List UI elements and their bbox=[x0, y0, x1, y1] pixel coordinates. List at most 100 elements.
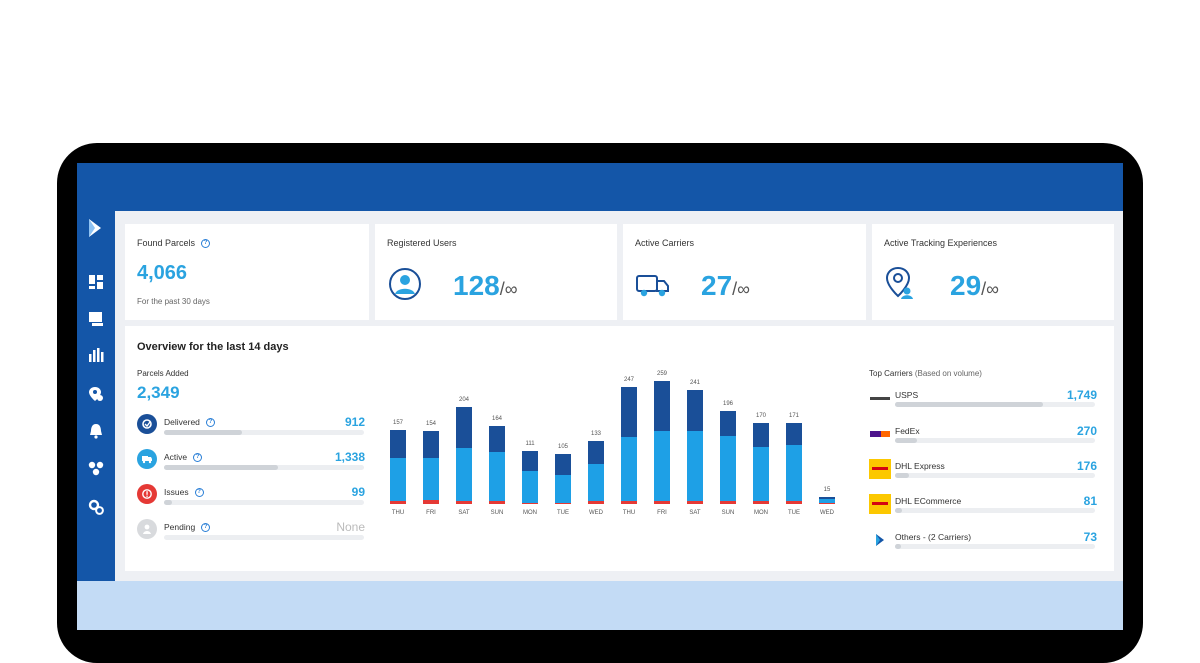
sidebar bbox=[77, 211, 115, 630]
carrier-bar bbox=[895, 438, 1095, 443]
active-bar-fill bbox=[164, 465, 278, 470]
active-carriers-card: Active Carriers 27 /∞ bbox=[623, 224, 866, 320]
help-icon[interactable]: ? bbox=[201, 522, 211, 532]
chart-total-label: 105 bbox=[557, 444, 568, 451]
chart-bar-segment bbox=[423, 500, 439, 504]
settings-icon[interactable] bbox=[84, 496, 108, 518]
chart-bar-segment bbox=[555, 502, 571, 504]
chart-bar-segment bbox=[423, 430, 439, 459]
issues-label: Issues bbox=[164, 487, 189, 497]
parcels-added-label: Parcels Added bbox=[137, 369, 189, 378]
carrier-bar-fill bbox=[895, 473, 909, 478]
carrier-name: DHL ECommerce bbox=[895, 496, 962, 506]
delivered-label-group: Delivered ? bbox=[164, 417, 215, 427]
chart-day-label: THU bbox=[391, 510, 405, 516]
chart-total-label: 157 bbox=[392, 419, 403, 426]
delivered-bar bbox=[164, 430, 364, 435]
bell-icon[interactable] bbox=[84, 420, 108, 442]
tracking-experiences-title: Active Tracking Experiences bbox=[884, 238, 998, 248]
carrier-bar-fill bbox=[895, 508, 902, 513]
top-carriers-title: Top Carriers bbox=[869, 369, 913, 378]
pending-icon bbox=[137, 519, 157, 539]
chart-total-label: 241 bbox=[689, 379, 700, 386]
carrier-row-dhl-ecommerce[interactable]: DHL ECommerce 81 bbox=[869, 494, 1097, 524]
chart-bar-segment bbox=[489, 452, 505, 501]
top-carriers-title-group: Top Carriers (Based on volume) bbox=[869, 369, 982, 378]
dhl-logo-icon bbox=[869, 494, 891, 514]
chart-bar-segment bbox=[819, 496, 835, 499]
registered-users-card: Registered Users 128 /∞ bbox=[375, 224, 617, 320]
carrier-value: 270 bbox=[1076, 424, 1097, 438]
chart-bar-segment bbox=[654, 500, 670, 504]
chart-bar-segment bbox=[555, 454, 571, 476]
help-icon[interactable]: ? bbox=[205, 417, 215, 427]
chart-bar-segment bbox=[753, 500, 769, 504]
analytics-icon[interactable] bbox=[84, 344, 108, 366]
chart-day-label: THU bbox=[622, 510, 636, 516]
pending-label: Pending bbox=[164, 522, 196, 532]
chart-bar-segment bbox=[621, 436, 637, 501]
delivered-icon bbox=[137, 414, 157, 434]
delivered-bar-fill bbox=[164, 430, 242, 435]
chart-day-label: TUE bbox=[788, 510, 800, 516]
carrier-value: 81 bbox=[1083, 494, 1097, 508]
carrier-bar bbox=[895, 544, 1095, 549]
integrations-icon[interactable] bbox=[84, 457, 108, 479]
carrier-name: Others - (2 Carriers) bbox=[895, 532, 972, 542]
issues-label-group: Issues ? bbox=[164, 487, 204, 497]
chart-day-label: MON bbox=[754, 510, 768, 516]
chart-day-label: SAT bbox=[458, 510, 470, 516]
help-icon[interactable]: ? bbox=[194, 487, 204, 497]
carrier-value: 176 bbox=[1076, 459, 1097, 473]
chart-bar-segment bbox=[753, 447, 769, 501]
carrier-row-fedex[interactable]: FedEx 270 bbox=[869, 424, 1097, 454]
status-row-delivered[interactable]: Delivered ? 912 bbox=[137, 414, 365, 444]
chart-bar-segment bbox=[621, 386, 637, 437]
dashboard-icon[interactable] bbox=[84, 271, 108, 293]
logo-icon[interactable] bbox=[87, 217, 103, 244]
location-icon[interactable] bbox=[84, 383, 108, 405]
chart-bar-segment bbox=[786, 422, 802, 445]
chart-bar-segment bbox=[522, 503, 538, 504]
carrier-bar bbox=[895, 473, 1095, 478]
chart-total-label: 196 bbox=[722, 401, 733, 408]
chart-bar-segment bbox=[720, 411, 736, 436]
carrier-bar bbox=[895, 508, 1095, 513]
tracking-experiences-metric: 29 /∞ bbox=[950, 270, 999, 302]
chart-bar-segment bbox=[555, 475, 571, 503]
overview-panel: Overview for the last 14 days Parcels Ad… bbox=[125, 326, 1114, 571]
pending-label-group: Pending ? bbox=[164, 522, 211, 532]
chart-total-label: 204 bbox=[458, 397, 469, 404]
fedex-logo-icon bbox=[869, 424, 891, 444]
status-row-pending[interactable]: Pending ? None bbox=[137, 519, 365, 549]
parcels-added-value: 2,349 bbox=[137, 383, 180, 402]
chart-total-label: 171 bbox=[788, 412, 799, 419]
pending-value: None bbox=[336, 520, 365, 534]
parcels-icon[interactable] bbox=[84, 308, 108, 330]
registered-users-title: Registered Users bbox=[387, 238, 457, 248]
found-parcels-value: 4,066 bbox=[137, 262, 188, 284]
registered-users-limit: /∞ bbox=[499, 279, 518, 299]
chart-bar-segment bbox=[786, 500, 802, 504]
carrier-row-dhl-express[interactable]: DHL Express 176 bbox=[869, 459, 1097, 489]
carrier-value: 73 bbox=[1083, 530, 1097, 544]
status-row-active[interactable]: Active ? 1,338 bbox=[137, 449, 365, 479]
chart-bar-segment bbox=[786, 444, 802, 501]
help-icon[interactable]: ? bbox=[201, 238, 211, 248]
chart-day-label: SUN bbox=[721, 510, 735, 516]
status-row-issues[interactable]: Issues ? 99 bbox=[137, 484, 365, 514]
delivered-value: 912 bbox=[344, 415, 365, 429]
chart-day-label: FRI bbox=[657, 510, 667, 516]
active-carriers-value: 27 bbox=[701, 270, 733, 301]
carrier-row-others[interactable]: Others - (2 Carriers) 73 bbox=[869, 530, 1097, 560]
overview-title: Overview for the last 14 days bbox=[137, 341, 289, 353]
carrier-row-usps[interactable]: USPS 1,749 bbox=[869, 388, 1097, 418]
help-icon[interactable]: ? bbox=[193, 452, 203, 462]
carrier-name: FedEx bbox=[895, 426, 920, 436]
chart-bar-segment bbox=[522, 451, 538, 472]
chart-bar-segment bbox=[621, 500, 637, 504]
registered-users-value: 128 bbox=[453, 270, 500, 301]
chart-bar-segment bbox=[390, 501, 406, 504]
chart-bar-segment bbox=[819, 498, 835, 504]
chart-bar-segment bbox=[489, 500, 505, 504]
